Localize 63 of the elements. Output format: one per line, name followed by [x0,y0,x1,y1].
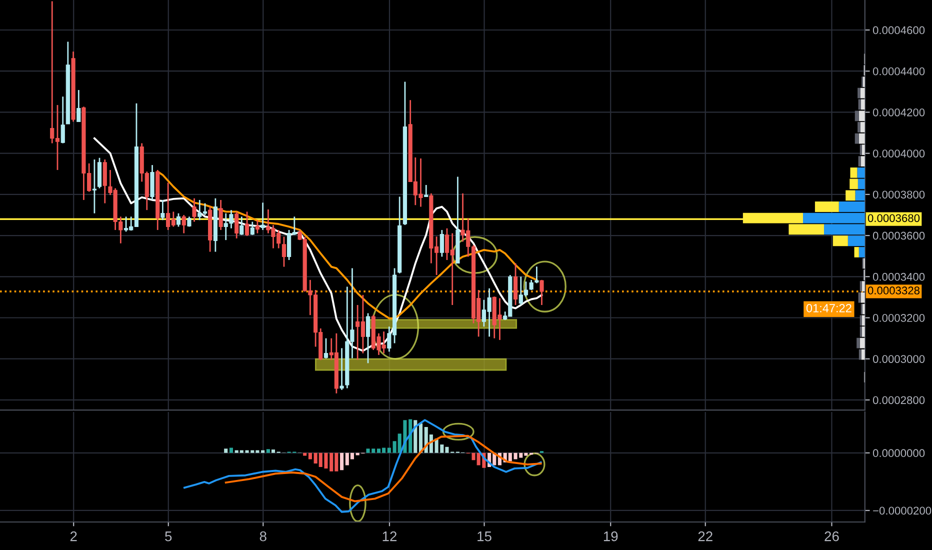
x-tick-label: 2 [70,531,77,542]
candlestick [282,236,286,268]
candlestick [192,198,196,222]
candlestick [529,279,534,291]
candlestick [92,158,96,214]
y-tick-label: 0.0002800 [872,396,925,404]
y-tick-label: 0.0004600 [872,26,925,34]
bar [387,448,391,453]
candlestick [60,96,65,144]
candlestick [182,214,186,234]
y-tick-label: 0.0000000 [872,449,925,458]
candlestick [218,199,223,231]
bar [854,246,859,258]
bar [229,448,233,453]
bar [814,202,839,212]
x-tick-label: 26 [824,531,839,542]
candlestick [102,158,107,204]
candlestick [260,202,265,231]
y-tick-label: 0.0003800 [872,190,925,199]
candlestick [540,279,544,306]
bar [303,452,307,456]
candlestick [176,212,181,228]
bar [224,448,228,453]
bar [271,449,276,453]
bar [261,450,265,453]
x-tick-label: 19 [604,531,618,542]
x-tick-label: 5 [165,532,172,542]
bar [832,236,848,246]
y-tick-label: 0.0004000 [872,150,925,158]
line-series [93,137,543,352]
y-tick-label: 0.0003200 [872,314,925,322]
candlestick [240,216,244,236]
y-tick-label: 0.0003600 [872,232,925,240]
y-tick-label: 0.0003000 [872,355,925,363]
candlestick [160,199,165,221]
candlestick [244,210,250,237]
bar [266,449,270,453]
x-tick-label: 12 [382,531,397,542]
candlestick [534,266,539,284]
ref-line-label: 0.0003328 [868,286,920,294]
y-tick-label: 0.0004400 [872,67,925,76]
candlestick [324,338,328,360]
ref-line-label: 0.0003680 [868,214,920,222]
bar [340,452,344,470]
candlestick [366,312,370,364]
bar [308,452,312,460]
candlestick [255,219,260,234]
y-tick-label: −0.0000200 [873,506,932,515]
candlestick [424,184,428,198]
candlestick [250,221,254,236]
candlestick [234,210,239,240]
annotation: 01:47:22 [806,304,852,312]
x-tick-label: 22 [698,531,712,542]
candlestick [340,347,344,391]
x-tick-label: 8 [260,531,266,542]
bar [414,420,418,453]
x-tick-label: 15 [478,532,492,542]
candlestick [440,229,444,258]
y-tick-label: 0.0004200 [872,108,925,116]
candlestick [76,89,81,122]
candlestick [513,262,518,306]
y-tick-label: 0.0003400 [872,272,925,281]
bar [418,424,423,453]
